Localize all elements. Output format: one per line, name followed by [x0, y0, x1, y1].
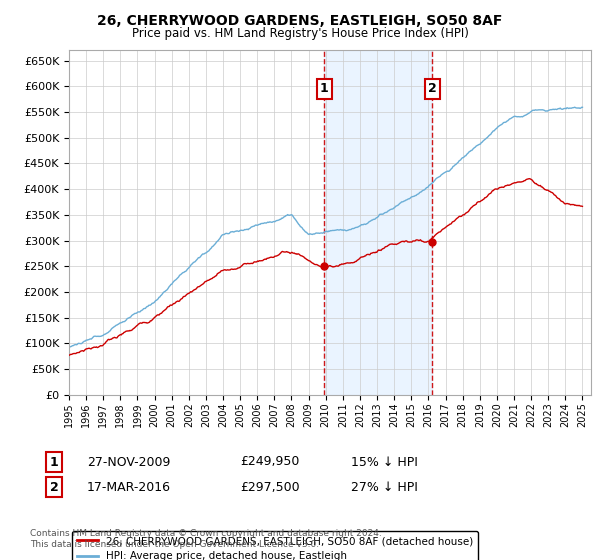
Text: 1: 1: [320, 82, 329, 95]
Text: 2: 2: [428, 82, 436, 95]
Text: Contains HM Land Registry data © Crown copyright and database right 2024.
This d: Contains HM Land Registry data © Crown c…: [30, 529, 382, 549]
Text: 27% ↓ HPI: 27% ↓ HPI: [351, 480, 418, 494]
Text: 17-MAR-2016: 17-MAR-2016: [87, 480, 171, 494]
Text: 27-NOV-2009: 27-NOV-2009: [87, 455, 170, 469]
Text: £297,500: £297,500: [240, 480, 299, 494]
Text: Price paid vs. HM Land Registry's House Price Index (HPI): Price paid vs. HM Land Registry's House …: [131, 27, 469, 40]
Text: 26, CHERRYWOOD GARDENS, EASTLEIGH, SO50 8AF: 26, CHERRYWOOD GARDENS, EASTLEIGH, SO50 …: [97, 14, 503, 28]
Text: 15% ↓ HPI: 15% ↓ HPI: [351, 455, 418, 469]
Text: 2: 2: [50, 480, 58, 494]
Text: £249,950: £249,950: [240, 455, 299, 469]
Bar: [325, 50, 432, 395]
Text: 1: 1: [50, 455, 58, 469]
Legend: 26, CHERRYWOOD GARDENS, EASTLEIGH, SO50 8AF (detached house), HPI: Average price: 26, CHERRYWOOD GARDENS, EASTLEIGH, SO50 …: [71, 531, 478, 560]
